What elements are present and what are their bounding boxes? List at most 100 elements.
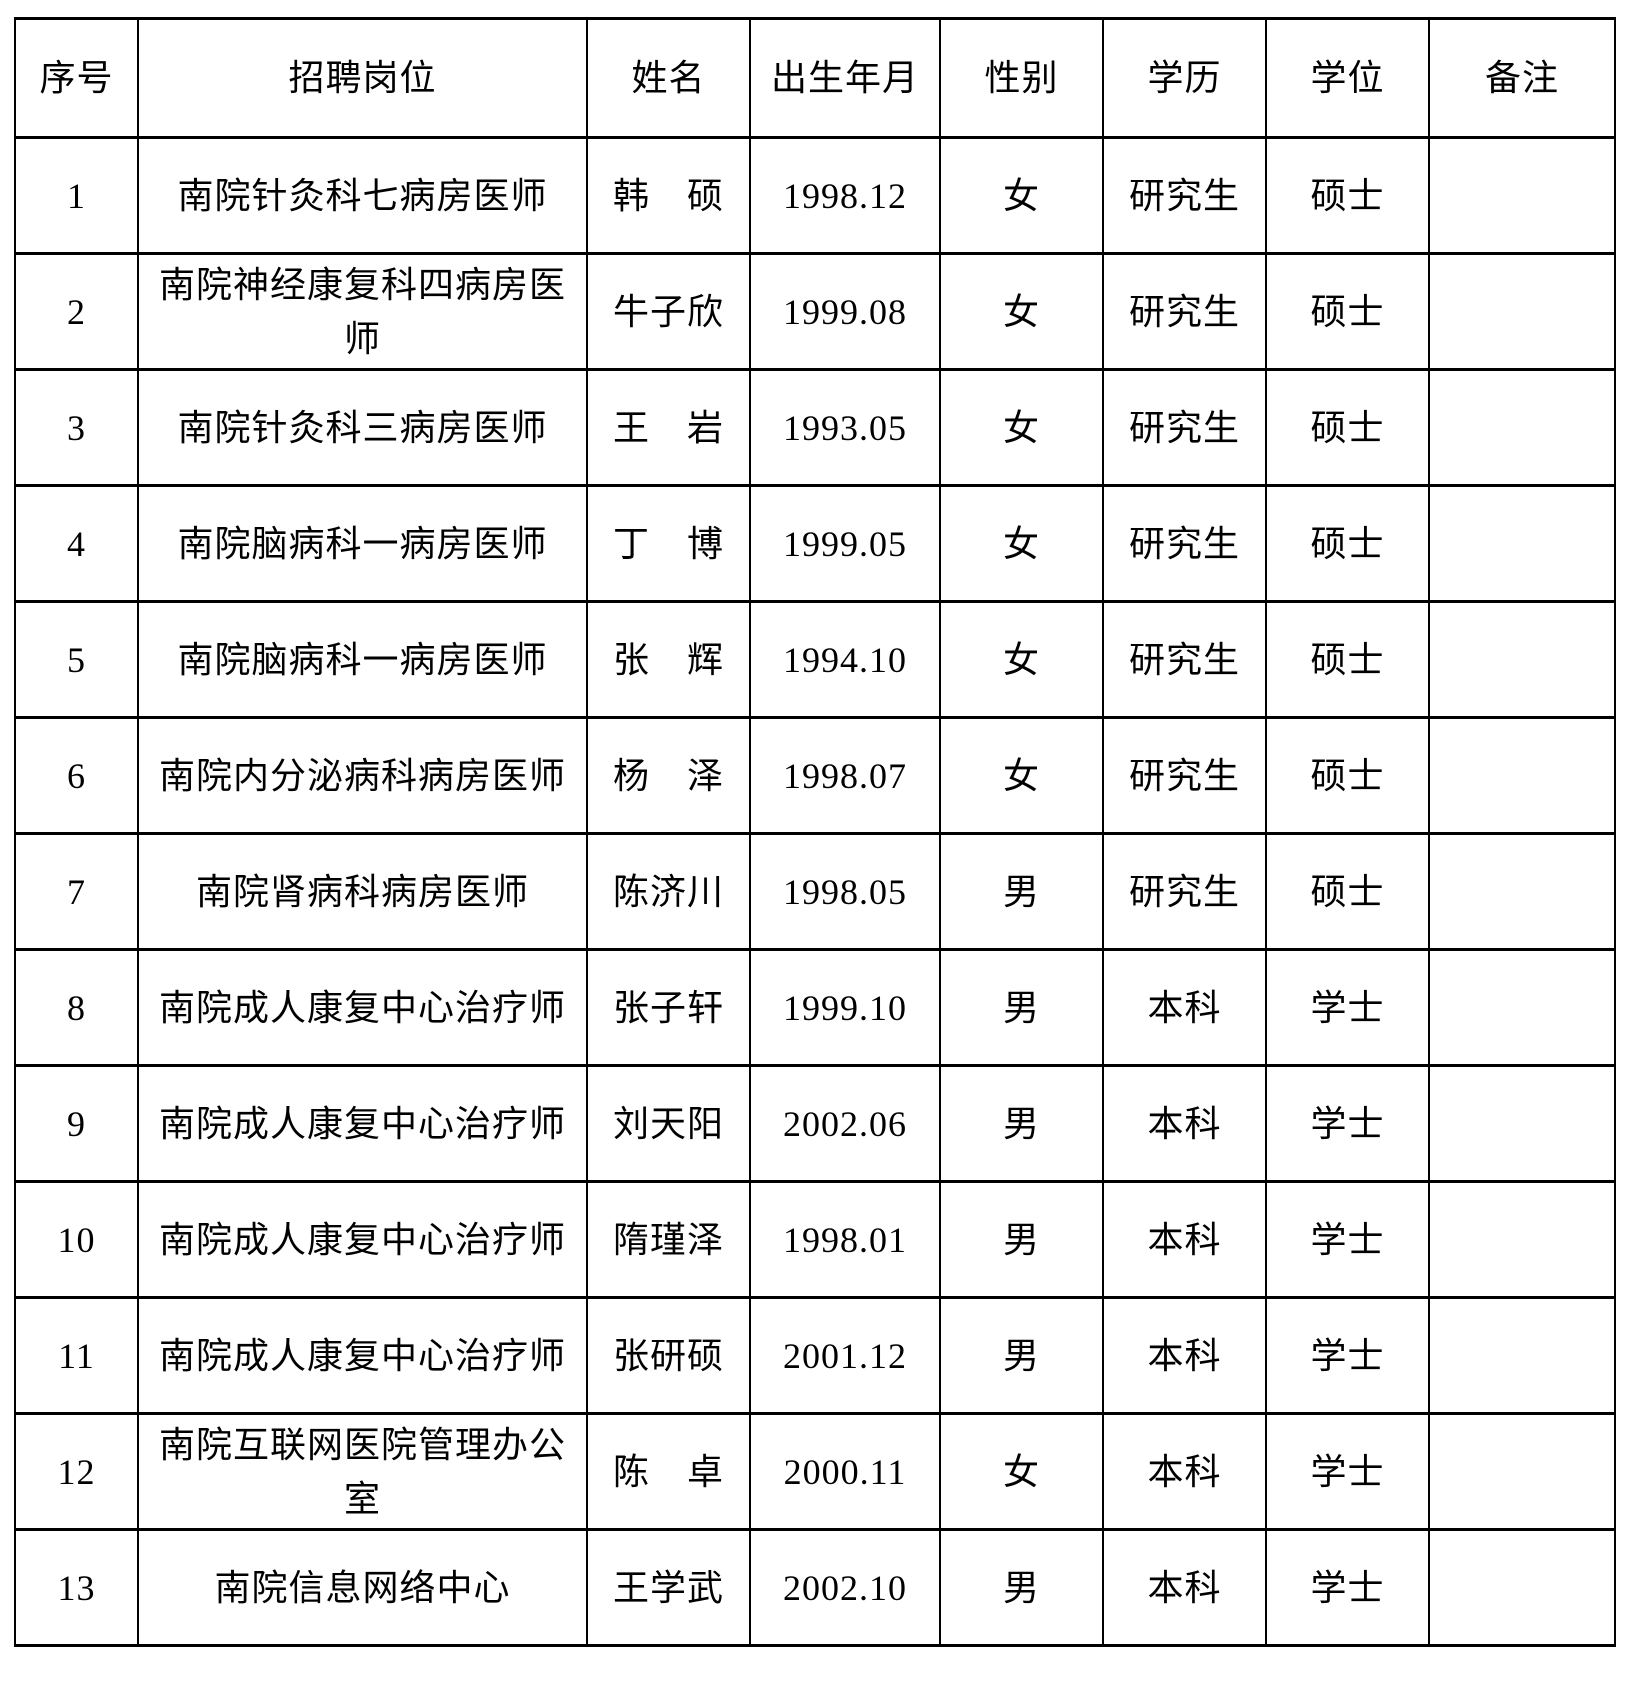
cell-education: 本科 (1102, 948, 1267, 1067)
cell-degree: 硕士 (1265, 716, 1430, 835)
cell-education: 本科 (1102, 1296, 1267, 1415)
table-row: 8 南院成人康复中心治疗师 张子轩 1999.10 男 本科 学士 (14, 948, 1616, 1067)
cell-education: 研究生 (1102, 252, 1267, 371)
cell-index: 11 (14, 1296, 139, 1415)
cell-gender: 女 (939, 600, 1104, 719)
cell-remark (1428, 1296, 1616, 1415)
cell-position: 南院脑病科一病房医师 (137, 600, 588, 719)
cell-position: 南院成人康复中心治疗师 (137, 1064, 588, 1183)
cell-degree: 学士 (1265, 1296, 1430, 1415)
cell-name: 丁 博 (586, 484, 751, 603)
column-header-education: 学历 (1102, 17, 1267, 139)
cell-position: 南院肾病科病房医师 (137, 832, 588, 951)
column-header-gender: 性别 (939, 17, 1104, 139)
cell-position: 南院内分泌病科病房医师 (137, 716, 588, 835)
cell-name: 陈济川 (586, 832, 751, 951)
cell-name: 张子轩 (586, 948, 751, 1067)
table-row: 3 南院针灸科三病房医师 王 岩 1993.05 女 研究生 硕士 (14, 368, 1616, 487)
cell-degree: 硕士 (1265, 600, 1430, 719)
column-header-degree: 学位 (1265, 17, 1430, 139)
cell-birth: 1998.07 (749, 716, 941, 835)
table-row: 11 南院成人康复中心治疗师 张研硕 2001.12 男 本科 学士 (14, 1296, 1616, 1415)
cell-gender: 男 (939, 1528, 1104, 1647)
cell-education: 本科 (1102, 1412, 1267, 1531)
table-row: 10 南院成人康复中心治疗师 隋瑾泽 1998.01 男 本科 学士 (14, 1180, 1616, 1299)
column-header-birth: 出生年月 (749, 17, 941, 139)
cell-name: 张研硕 (586, 1296, 751, 1415)
table-row: 5 南院脑病科一病房医师 张 辉 1994.10 女 研究生 硕士 (14, 600, 1616, 719)
cell-index: 1 (14, 136, 139, 255)
cell-index: 8 (14, 948, 139, 1067)
cell-index: 9 (14, 1064, 139, 1183)
cell-name: 隋瑾泽 (586, 1180, 751, 1299)
cell-birth: 2000.11 (749, 1412, 941, 1531)
cell-position: 南院神经康复科四病房医师 (137, 252, 588, 371)
cell-index: 13 (14, 1528, 139, 1647)
cell-name: 王学武 (586, 1528, 751, 1647)
cell-education: 本科 (1102, 1064, 1267, 1183)
cell-name: 张 辉 (586, 600, 751, 719)
cell-degree: 硕士 (1265, 252, 1430, 371)
cell-birth: 2002.06 (749, 1064, 941, 1183)
cell-education: 研究生 (1102, 368, 1267, 487)
cell-birth: 1994.10 (749, 600, 941, 719)
cell-gender: 男 (939, 832, 1104, 951)
cell-remark (1428, 832, 1616, 951)
cell-position: 南院信息网络中心 (137, 1528, 588, 1647)
column-header-index: 序号 (14, 17, 139, 139)
cell-education: 研究生 (1102, 136, 1267, 255)
cell-position: 南院成人康复中心治疗师 (137, 1180, 588, 1299)
cell-birth: 1998.05 (749, 832, 941, 951)
cell-birth: 1999.08 (749, 252, 941, 371)
cell-index: 7 (14, 832, 139, 951)
cell-birth: 1999.10 (749, 948, 941, 1067)
cell-name: 刘天阳 (586, 1064, 751, 1183)
cell-education: 研究生 (1102, 484, 1267, 603)
cell-gender: 女 (939, 136, 1104, 255)
cell-remark (1428, 716, 1616, 835)
cell-degree: 学士 (1265, 948, 1430, 1067)
table-row: 9 南院成人康复中心治疗师 刘天阳 2002.06 男 本科 学士 (14, 1064, 1616, 1183)
cell-remark (1428, 600, 1616, 719)
cell-education: 本科 (1102, 1180, 1267, 1299)
cell-index: 12 (14, 1412, 139, 1531)
column-header-position: 招聘岗位 (137, 17, 588, 139)
cell-birth: 1998.12 (749, 136, 941, 255)
cell-education: 研究生 (1102, 600, 1267, 719)
table-row: 6 南院内分泌病科病房医师 杨 泽 1998.07 女 研究生 硕士 (14, 716, 1616, 835)
cell-index: 6 (14, 716, 139, 835)
cell-remark (1428, 368, 1616, 487)
cell-gender: 女 (939, 252, 1104, 371)
cell-name: 韩 硕 (586, 136, 751, 255)
cell-remark (1428, 136, 1616, 255)
cell-position: 南院脑病科一病房医师 (137, 484, 588, 603)
cell-gender: 女 (939, 716, 1104, 835)
cell-degree: 学士 (1265, 1180, 1430, 1299)
cell-degree: 硕士 (1265, 832, 1430, 951)
column-header-name: 姓名 (586, 17, 751, 139)
cell-education: 本科 (1102, 1528, 1267, 1647)
cell-birth: 1993.05 (749, 368, 941, 487)
cell-name: 牛子欣 (586, 252, 751, 371)
cell-position: 南院成人康复中心治疗师 (137, 948, 588, 1067)
cell-birth: 1998.01 (749, 1180, 941, 1299)
cell-remark (1428, 1064, 1616, 1183)
recruitment-table: 序号 招聘岗位 姓名 出生年月 性别 学历 学位 备注 1 南院针灸科七病房医师… (14, 17, 1616, 1647)
table-row: 1 南院针灸科七病房医师 韩 硕 1998.12 女 研究生 硕士 (14, 136, 1616, 255)
cell-index: 10 (14, 1180, 139, 1299)
cell-name: 杨 泽 (586, 716, 751, 835)
cell-index: 3 (14, 368, 139, 487)
cell-degree: 学士 (1265, 1064, 1430, 1183)
cell-position: 南院成人康复中心治疗师 (137, 1296, 588, 1415)
cell-index: 2 (14, 252, 139, 371)
cell-degree: 硕士 (1265, 368, 1430, 487)
cell-degree: 学士 (1265, 1412, 1430, 1531)
cell-remark (1428, 1412, 1616, 1531)
cell-position: 南院针灸科三病房医师 (137, 368, 588, 487)
cell-name: 王 岩 (586, 368, 751, 487)
table-body: 1 南院针灸科七病房医师 韩 硕 1998.12 女 研究生 硕士 2 南院神经… (14, 136, 1616, 1647)
cell-gender: 男 (939, 1180, 1104, 1299)
cell-position: 南院互联网医院管理办公室 (137, 1412, 588, 1531)
cell-gender: 女 (939, 484, 1104, 603)
